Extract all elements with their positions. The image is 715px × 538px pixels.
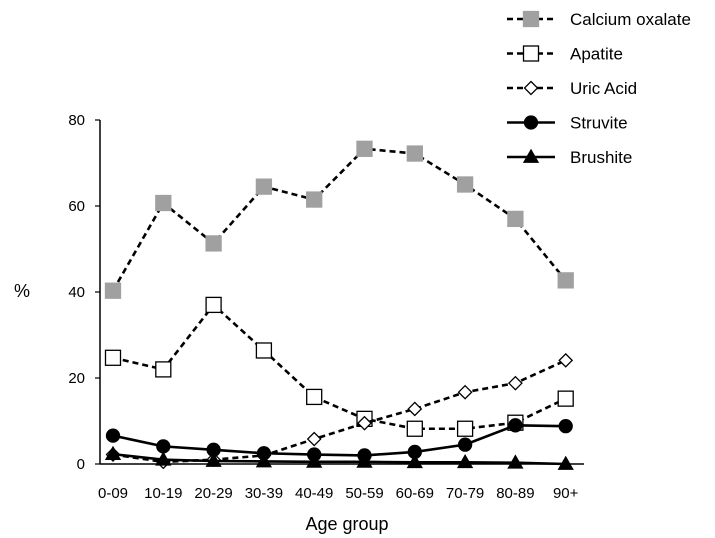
x-tick-label: 80-89	[496, 485, 534, 502]
data-point-calcium-oxalate	[104, 282, 122, 299]
data-point-brushite	[406, 453, 423, 469]
x-axis-title: Age group	[305, 514, 388, 534]
data-point-uric-acid	[457, 384, 473, 400]
legend-item-struvite: Struvite	[507, 114, 628, 133]
data-point-uric-acid	[507, 375, 523, 391]
legend-item-apatite: Apatite	[507, 45, 623, 64]
x-tick-label: 0-09	[98, 485, 128, 502]
legend-item-calcium-oxalate: Calcium oxalate	[507, 10, 691, 29]
data-point-calcium-oxalate	[456, 176, 474, 193]
series-line-apatite	[112, 303, 567, 431]
series-line-uric-acid	[112, 359, 567, 464]
legend-marker	[522, 45, 540, 62]
data-point-struvite	[558, 419, 573, 434]
y-tick-label: 20	[68, 370, 85, 387]
data-point-uric-acid	[357, 415, 372, 431]
series-uric-acid	[105, 352, 574, 470]
legend-item-uric-acid: Uric Acid	[507, 79, 637, 98]
data-point-brushite	[507, 454, 524, 469]
x-tick-labels: 0-09 10-19 20-29 30-39 40-49 50-59 60-69 70-79 8…	[98, 485, 579, 502]
y-tick-label: 0	[77, 456, 85, 473]
y-axis-title: %	[14, 281, 30, 301]
data-point-struvite	[508, 418, 523, 433]
x-tick-label: 50-59	[345, 485, 383, 502]
data-point-calcium-oxalate	[205, 235, 222, 252]
data-point-calcium-oxalate	[507, 210, 524, 228]
series-apatite	[104, 296, 574, 437]
data-point-brushite	[456, 453, 474, 469]
series-struvite	[105, 418, 573, 463]
data-point-uric-acid	[407, 401, 423, 417]
x-tick-label: 40-49	[295, 485, 333, 502]
data-point-struvite	[105, 428, 121, 443]
legend-label: Calcium oxalate	[570, 10, 691, 29]
data-point-apatite	[456, 420, 474, 437]
data-point-apatite	[155, 361, 172, 378]
data-point-brushite	[356, 453, 373, 468]
x-tick-label: 20-29	[194, 485, 232, 502]
legend-label: Struvite	[570, 114, 628, 133]
series-line-struvite	[112, 423, 566, 457]
data-point-apatite	[557, 390, 574, 407]
data-point-calcium-oxalate	[557, 272, 574, 289]
y-tick-label: 40	[68, 284, 85, 301]
legend-marker	[523, 115, 539, 130]
x-tick-label: 30-39	[245, 485, 283, 502]
data-point-apatite	[406, 420, 423, 437]
series-brushite	[104, 445, 574, 470]
data-point-calcium-oxalate	[155, 194, 172, 212]
data-point-brushite	[205, 452, 222, 467]
x-tick-label: 90+	[553, 485, 579, 502]
series-line-brushite	[112, 452, 566, 466]
series-line-calcium-oxalate	[111, 147, 567, 292]
data-point-brushite	[255, 453, 273, 468]
series-layer	[104, 140, 574, 470]
data-point-apatite	[255, 342, 273, 359]
series-calcium-oxalate	[104, 140, 574, 299]
legend-label: Apatite	[570, 45, 623, 64]
y-tick-label: 80	[68, 112, 85, 129]
data-point-uric-acid	[306, 431, 322, 447]
legend-label: Brushite	[570, 148, 632, 167]
legend-label: Uric Acid	[570, 79, 637, 98]
data-point-brushite	[104, 445, 122, 461]
data-point-uric-acid	[558, 352, 574, 368]
y-tick-label: 60	[68, 198, 85, 215]
axes	[95, 119, 584, 465]
y-tick-labels: 0 20 40 60 80	[68, 112, 85, 473]
data-point-struvite	[156, 439, 171, 454]
legend-marker	[522, 148, 540, 163]
data-point-brushite	[306, 453, 323, 468]
data-point-brushite	[155, 451, 172, 466]
data-point-brushite	[557, 455, 574, 470]
legend-marker	[523, 80, 539, 96]
data-point-calcium-oxalate	[406, 145, 423, 162]
data-point-apatite	[306, 388, 323, 406]
x-tick-label: 60-69	[396, 485, 434, 502]
data-point-calcium-oxalate	[255, 178, 273, 195]
x-tick-label: 70-79	[446, 485, 484, 502]
legend: Calcium oxalate Apatite Uric Acid Struvite B…	[507, 10, 691, 167]
data-point-apatite	[104, 349, 122, 366]
x-tick-label: 10-19	[144, 485, 182, 502]
data-point-apatite	[205, 296, 222, 314]
data-point-struvite	[457, 437, 473, 452]
data-point-calcium-oxalate	[306, 191, 323, 208]
legend-item-brushite: Brushite	[507, 148, 632, 167]
data-point-calcium-oxalate	[356, 140, 373, 157]
legend-marker	[522, 10, 540, 28]
